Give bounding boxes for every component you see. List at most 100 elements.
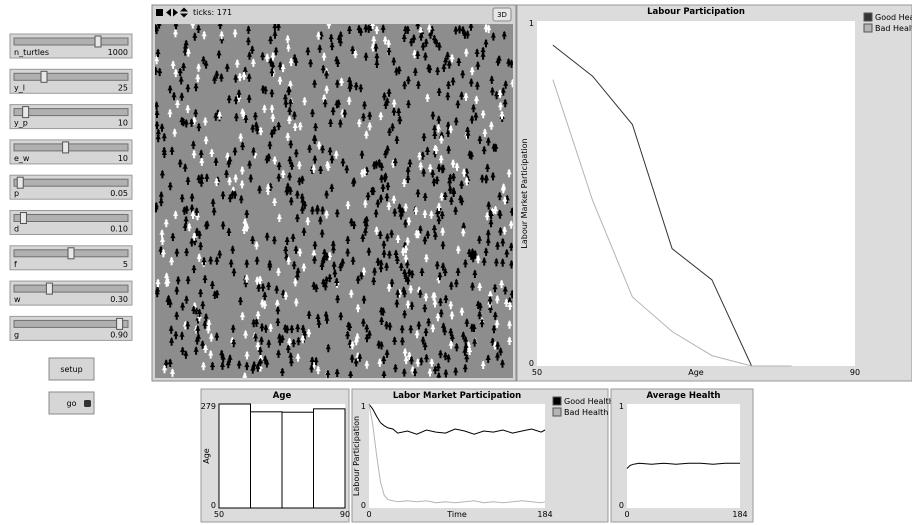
plot-title: Average Health — [647, 391, 721, 401]
slider-knob[interactable] — [45, 282, 53, 295]
x-max-label: 184 — [732, 510, 747, 519]
slider[interactable]: n_turtles 1000 — [9, 33, 133, 59]
slider-value: 5 — [123, 260, 128, 269]
slider-knob[interactable] — [22, 106, 30, 119]
slider-knob[interactable] — [94, 35, 102, 48]
slider-value: 1000 — [108, 48, 128, 57]
view-arrows-h[interactable] — [166, 8, 178, 17]
slider-knob[interactable] — [62, 141, 70, 154]
legend-label: Bad Health — [564, 408, 608, 417]
slider-value: 0.30 — [110, 295, 128, 304]
slider-track — [13, 214, 129, 222]
plot: Average Health 1 00 184 — [610, 388, 754, 523]
slider[interactable]: y_p 10 — [9, 104, 133, 130]
legend-label: Good Health — [564, 397, 614, 406]
slider-knob[interactable] — [16, 176, 24, 189]
button-body[interactable] — [48, 391, 95, 415]
slider[interactable]: p 0.05 — [9, 174, 133, 200]
ticks-label: ticks: 171 — [193, 8, 232, 17]
button-body[interactable] — [48, 357, 95, 381]
x-min-label: 50 — [532, 368, 542, 377]
x-min-label: 0 — [624, 510, 629, 519]
series-line — [368, 403, 546, 504]
y-min-label: 0 — [529, 359, 534, 368]
buttons: setup go — [48, 357, 95, 415]
legend-swatch — [552, 407, 562, 417]
slider-value: 0.05 — [110, 189, 128, 198]
y-max-label: 1 — [361, 402, 366, 411]
x-min-label: 0 — [366, 510, 371, 519]
plot-title: Age — [273, 391, 292, 401]
y-axis-label: Age — [202, 448, 211, 464]
legend-label: Bad Health — [875, 24, 912, 33]
slider-name: y_p — [14, 119, 28, 128]
histogram-bar — [313, 408, 346, 509]
plot-title: Labor Market Participation — [393, 391, 521, 401]
slider-track — [13, 143, 129, 152]
legend-swatch — [863, 12, 873, 22]
series-line — [368, 403, 546, 435]
slider-name: d — [14, 225, 19, 234]
slider-value: 0.10 — [110, 225, 128, 234]
slider-track — [13, 178, 129, 187]
y-min-label: 0 — [211, 501, 216, 510]
y-min-label: 0 — [619, 501, 624, 510]
plot: Age 279 050 90 Age — [200, 388, 350, 523]
legend-label: Good Health — [875, 13, 912, 22]
slider-knob[interactable] — [40, 70, 48, 83]
slider[interactable]: g 0.90 — [9, 315, 133, 341]
slider-name: e_w — [14, 154, 30, 163]
slider[interactable]: d 0.10 — [9, 210, 133, 235]
x-max-label: 90 — [340, 510, 350, 519]
series-line — [626, 462, 740, 469]
slider-value: 10 — [118, 119, 128, 128]
y-max-label: 1 — [529, 19, 534, 28]
x-max-label: 90 — [850, 368, 860, 377]
slider-name: n_turtles — [14, 48, 49, 57]
plot: Labour Participation 1 050 90 Age Labour Mark… — [516, 4, 912, 382]
slider-track — [13, 72, 129, 81]
plot: Labor Market Participation 1 00 184 Time Labo… — [351, 388, 614, 523]
x-min-label: 50 — [214, 510, 224, 519]
slider[interactable]: y_l 25 — [9, 68, 133, 94]
button-label: setup — [60, 365, 82, 374]
slider-value: 10 — [118, 154, 128, 163]
y-axis-label: Labour Participation — [352, 416, 361, 496]
slider-value: 25 — [118, 83, 128, 92]
plot-title: Labour Participation — [647, 7, 745, 17]
slider-name: f — [14, 260, 17, 269]
slider-knob[interactable] — [116, 317, 124, 330]
slider[interactable]: w 0.30 — [9, 280, 133, 306]
button[interactable]: setup — [48, 357, 95, 381]
plot-area — [369, 404, 545, 508]
slider-track — [13, 37, 129, 46]
3d-label: 3D — [497, 11, 507, 19]
button[interactable]: go — [48, 391, 95, 415]
y-max-label: 279 — [201, 402, 216, 411]
slider-name: w — [14, 295, 21, 304]
legend-swatch — [552, 396, 562, 406]
y-axis-label: Labour Market Participation — [520, 138, 529, 248]
world-view: ticks: 171 3D — [151, 4, 517, 382]
x-max-label: 184 — [537, 510, 552, 519]
legend-swatch — [863, 23, 873, 33]
slider-name: g — [14, 330, 19, 339]
y-max-label: 1 — [619, 402, 624, 411]
plot-area — [537, 21, 855, 366]
slider-name: y_l — [14, 83, 25, 92]
slider-knob[interactable] — [67, 247, 75, 260]
view-arrows-v[interactable] — [180, 7, 188, 18]
x-axis-label: Age — [688, 368, 704, 377]
forever-icon — [84, 400, 91, 407]
slider-track — [13, 108, 129, 117]
y-min-label: 0 — [361, 501, 366, 510]
slider-track — [13, 319, 129, 328]
3d-button[interactable] — [492, 7, 512, 22]
slider-knob[interactable] — [19, 212, 27, 224]
view-icon[interactable] — [156, 9, 163, 16]
series-line — [552, 79, 792, 367]
slider[interactable]: e_w 10 — [9, 139, 133, 165]
